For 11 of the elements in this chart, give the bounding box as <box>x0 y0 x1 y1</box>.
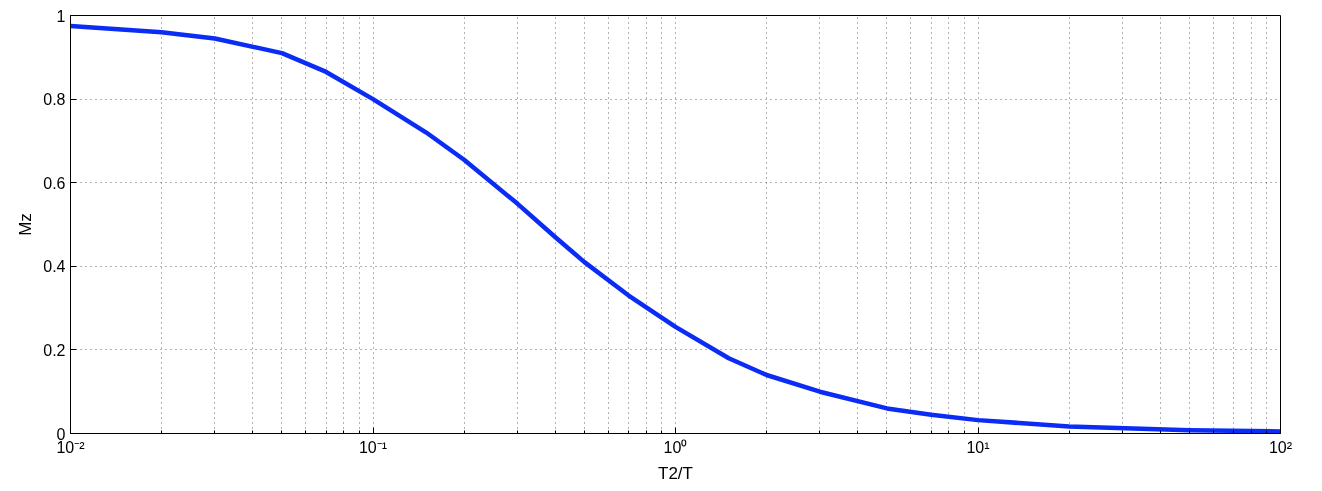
y-tick-label: 1 <box>56 7 66 25</box>
y-tick-label: 0.4 <box>43 258 66 276</box>
x-tick-label: 10⁻¹ <box>358 438 388 456</box>
x-tick-label: 10⁰ <box>663 438 688 456</box>
y-tick-label: 0.8 <box>43 91 66 109</box>
x-axis-title: T2/T <box>658 463 693 483</box>
y-tick-label: 0.6 <box>43 174 66 192</box>
x-tick-label: 10¹ <box>966 438 990 456</box>
y-tick-label: 0.2 <box>43 341 66 359</box>
x-tick-label: 10² <box>1268 438 1293 456</box>
y-axis-title: Mz <box>16 213 36 236</box>
